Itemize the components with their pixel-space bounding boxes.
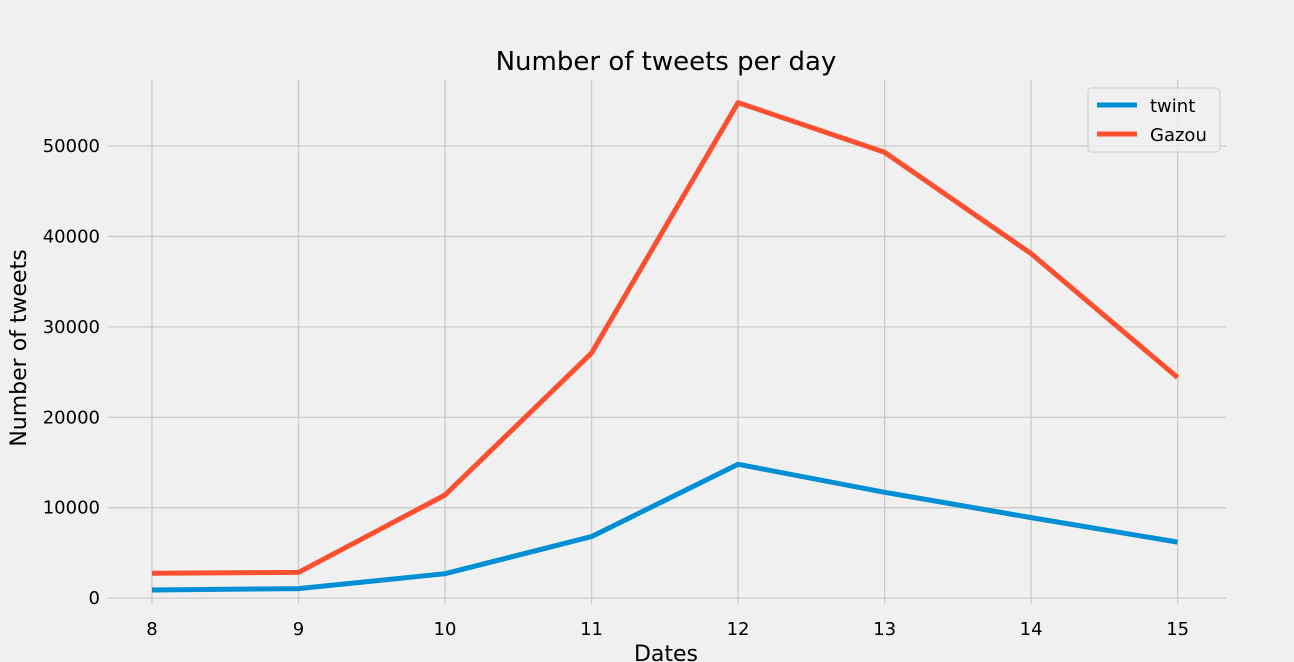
chart-title: Number of tweets per day [496, 47, 837, 77]
y-tick-label: 20000 [43, 407, 100, 428]
y-axis-label: Number of tweets [7, 249, 32, 446]
x-tick-label: 15 [1166, 619, 1189, 640]
grid [108, 80, 1226, 604]
x-tick-label: 10 [434, 619, 457, 640]
y-tick-label: 0 [89, 588, 100, 609]
series-line-twint [151, 461, 1179, 593]
series-lines [151, 100, 1180, 593]
legend-label-gazou: Gazou [1150, 125, 1207, 146]
y-tick-label: 30000 [43, 317, 100, 338]
y-tick-labels: 0 10000 20000 30000 40000 50000 [43, 136, 100, 609]
x-tick-label: 12 [727, 619, 750, 640]
legend: twint Gazou [1087, 87, 1221, 153]
y-tick-label: 10000 [43, 498, 100, 519]
x-tick-label: 9 [293, 619, 304, 640]
series-line-gazou [151, 100, 1180, 576]
y-tick-label: 50000 [43, 136, 100, 157]
x-tick-labels: 8 9 10 11 12 13 14 15 [146, 619, 1189, 640]
y-tick-label: 40000 [43, 226, 100, 247]
x-tick-label: 11 [580, 619, 603, 640]
x-tick-label: 8 [146, 619, 157, 640]
x-axis-label: Dates [634, 642, 698, 662]
x-tick-label: 14 [1020, 619, 1043, 640]
legend-label-twint: twint [1150, 96, 1195, 117]
x-tick-label: 13 [873, 619, 896, 640]
